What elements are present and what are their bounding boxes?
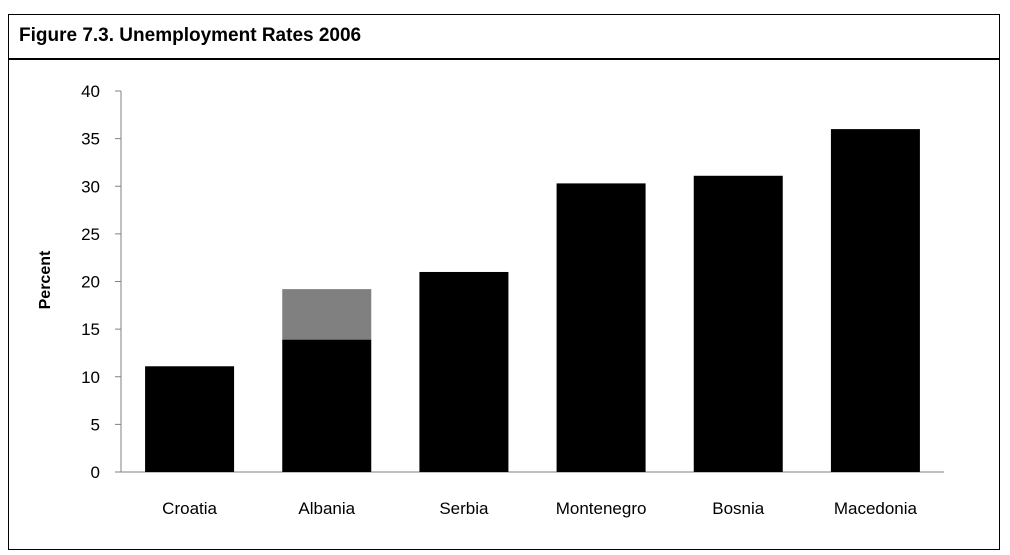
y-tick-label: 5 [91,415,100,434]
bar-macedonia [830,129,920,472]
figure-frame: Figure 7.3. Unemployment Rates 2006 [8,14,1000,550]
y-tick-label: 35 [81,130,100,149]
y-tick-label: 15 [81,320,100,339]
x-tick-label: Montenegro [556,499,647,518]
bar-serbia [419,271,509,472]
y-tick-label: 20 [81,273,100,292]
y-tick-label: 25 [81,225,100,244]
bar-albania [282,339,372,472]
figure-title-bar: Figure 7.3. Unemployment Rates 2006 [9,15,999,60]
x-tick-label: Albania [298,499,355,518]
bars [145,129,920,472]
x-tick-label: Serbia [439,499,489,518]
y-axis-label: Percent [37,250,54,309]
y-tick-label: 10 [81,368,100,387]
y-tick-label: 0 [91,463,100,482]
bar-albania-stack [282,289,372,340]
x-tick-label: Bosnia [712,499,765,518]
y-tick-label: 40 [81,82,100,101]
figure-title: Figure 7.3. Unemployment Rates 2006 [19,25,362,46]
bar-bosnia [693,175,783,472]
x-tick-label: Croatia [162,499,217,518]
x-axis: Croatia Albania Serbia Montenegro Bosnia Mace… [121,471,944,518]
bar-croatia [145,366,235,472]
bar-montenegro [556,183,646,472]
y-tick-label: 30 [81,177,100,196]
y-axis: 0 5 10 15 20 25 30 35 40 [81,82,122,482]
x-tick-label: Macedonia [834,499,918,518]
